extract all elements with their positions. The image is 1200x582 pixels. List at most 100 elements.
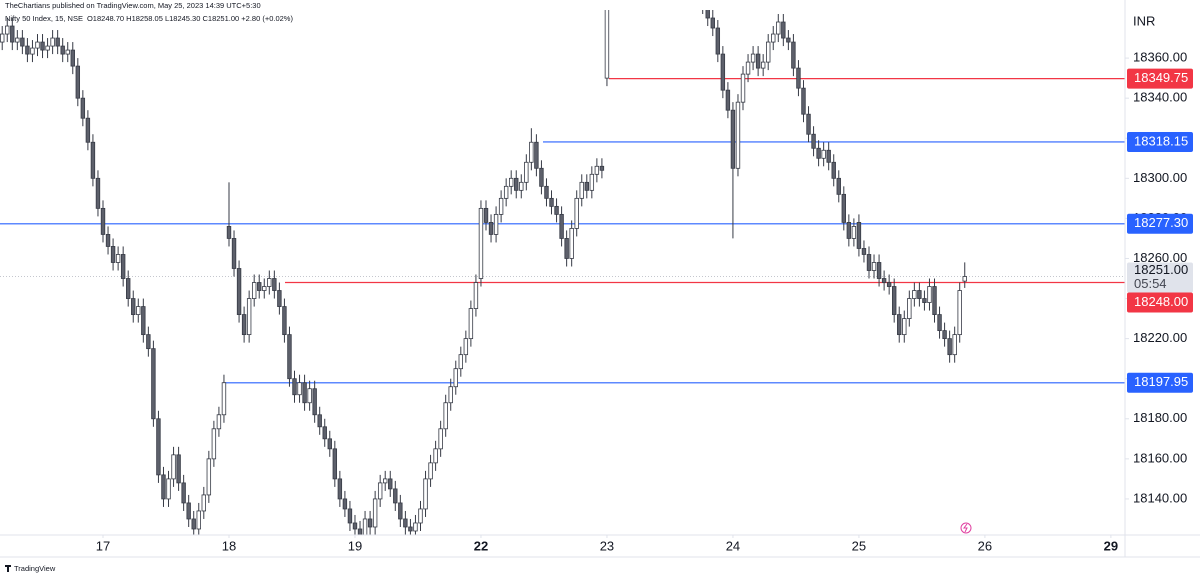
ohlc-values: O18248.70 H18258.05 L18245.30 C18251.00 …: [87, 14, 294, 23]
candle-body: [70, 49, 75, 67]
candle-body: [15, 37, 20, 43]
candle-body: [423, 478, 428, 510]
candle-body: [816, 147, 821, 159]
level-price-box: [1127, 131, 1193, 152]
candle-body: [846, 222, 852, 239]
candle-body: [463, 338, 469, 356]
candle-body: [519, 181, 524, 191]
candle-body: [246, 298, 252, 336]
x-tick-label: 26: [978, 538, 992, 553]
candle-body: [947, 338, 952, 356]
symbol-name: Nifty 50 Index, 15, NSE: [5, 14, 83, 23]
candle-body: [831, 161, 836, 179]
candle-body: [791, 41, 796, 69]
candle-body: [438, 428, 443, 450]
candle-body: [897, 314, 902, 336]
current-price-box: [1127, 262, 1193, 293]
level-price-box: [1127, 292, 1193, 313]
candle-body: [408, 526, 413, 532]
candle-body: [126, 278, 131, 299]
candle-body: [231, 238, 237, 269]
level-price-label: 18197.95: [1134, 374, 1188, 389]
candle-body: [589, 173, 595, 191]
candle-body: [221, 382, 227, 416]
candle-body: [136, 306, 141, 315]
candle-body: [912, 290, 917, 299]
footer-logo: [5, 565, 11, 572]
candle-body: [483, 207, 489, 223]
replay-icon[interactable]: [960, 522, 972, 534]
candle-body: [176, 454, 181, 484]
candle-body: [277, 290, 282, 307]
candle-body: [544, 185, 549, 199]
candle-body: [181, 482, 186, 504]
candle-body: [50, 37, 55, 47]
candle-body: [10, 25, 15, 43]
candle-body: [952, 334, 957, 356]
candle-body: [398, 502, 403, 520]
candle-body: [141, 306, 146, 336]
level-price-label: 18277.30: [1134, 215, 1188, 230]
candle-body: [45, 45, 50, 51]
candle-body: [191, 518, 196, 530]
candle-body: [534, 141, 539, 169]
candle-body: [866, 254, 872, 271]
x-tick-label: 19: [348, 538, 362, 553]
candle-body: [932, 286, 937, 315]
candle-body: [554, 205, 559, 215]
candle-body: [65, 49, 70, 55]
candle-body: [781, 21, 786, 39]
candle-body: [120, 254, 126, 279]
x-tick-label: 22: [474, 538, 488, 553]
x-tick-label: 18: [222, 538, 236, 553]
candle-body: [287, 334, 292, 380]
candle-body: [826, 149, 831, 163]
candle-body: [730, 109, 736, 169]
candle-body: [377, 482, 383, 500]
level-price-label: 18248.00: [1134, 294, 1188, 309]
candle-body: [161, 474, 166, 500]
candle-body: [322, 426, 327, 440]
candle-body: [171, 454, 176, 480]
candle-body: [937, 314, 942, 332]
candle-body: [211, 428, 217, 460]
candle-body: [307, 388, 312, 404]
candle-body: [766, 41, 771, 63]
candle-body: [372, 498, 378, 528]
candle-body: [383, 478, 388, 484]
candle-body: [115, 254, 121, 263]
candle-body: [201, 494, 206, 512]
candle-body: [332, 448, 338, 480]
candle-body: [443, 402, 448, 430]
publisher-line: TheChartians published on TradingView.co…: [5, 1, 261, 10]
candle-body: [796, 67, 801, 89]
candle-body: [710, 17, 715, 29]
candle-body: [80, 97, 86, 119]
candle-body: [917, 290, 922, 299]
candle-body: [262, 286, 267, 291]
candle-body: [448, 386, 453, 404]
candle-body: [574, 197, 579, 229]
candle-body: [886, 282, 892, 287]
candle-body: [458, 354, 464, 370]
candle-body: [922, 298, 927, 303]
candle-body: [216, 414, 222, 430]
candle-body: [907, 298, 912, 319]
candle-body: [891, 286, 897, 315]
y-tick-label: 18340.00: [1133, 90, 1187, 105]
candle-body: [236, 268, 242, 315]
candle-body: [559, 213, 564, 239]
candle-body: [403, 518, 408, 528]
candle-body: [297, 382, 302, 396]
candle-body: [342, 498, 348, 510]
candle-body: [20, 37, 25, 47]
x-tick-label: 24: [726, 538, 740, 553]
candle-body: [498, 197, 504, 215]
label-layer: 18349.75 18318.15 18277.30 18248.00 18197.95…: [1127, 68, 1193, 393]
candle-body: [418, 508, 423, 524]
candle-body: [881, 278, 887, 283]
candle-body: [529, 141, 534, 163]
candle-body: [393, 488, 398, 504]
